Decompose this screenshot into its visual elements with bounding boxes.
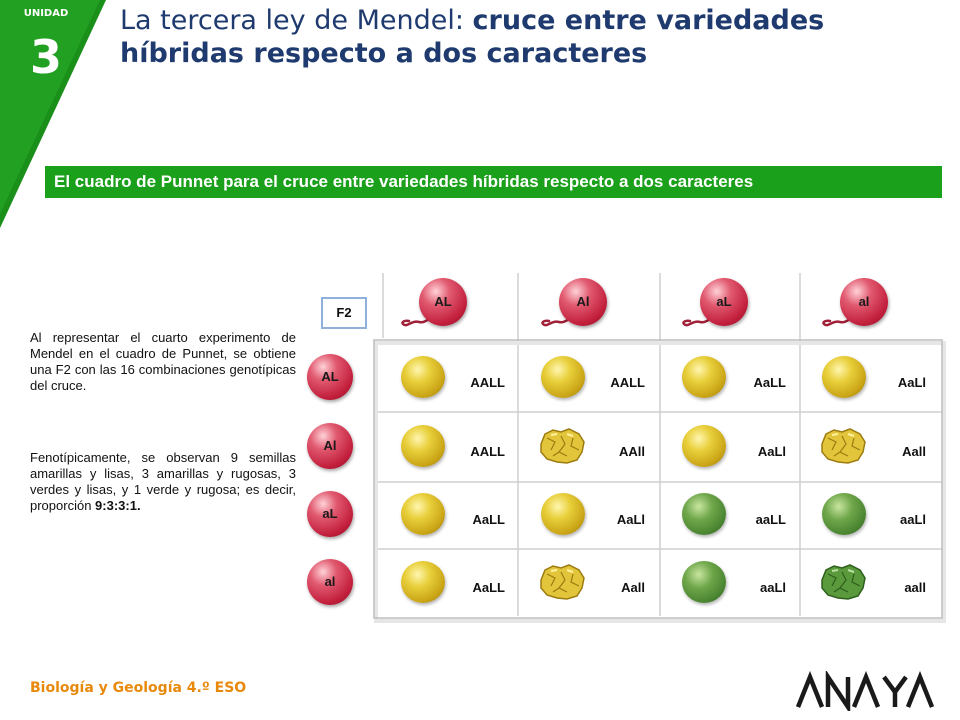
- genotype-label: AaLl: [616, 512, 645, 527]
- yellow-smooth-seed-icon: [401, 356, 445, 398]
- green-smooth-seed-icon: [822, 493, 866, 535]
- genotype-label: AALL: [610, 375, 645, 390]
- genotype-label: AAll: [619, 444, 645, 459]
- yellow-smooth-seed-icon: [401, 561, 445, 603]
- genotype-label: aaLl: [759, 580, 786, 595]
- yellow-wrinkled-seed-icon: [537, 562, 587, 602]
- paragraph-phenotypes-text: Fenotípicamente, se observan 9 se­millas…: [30, 450, 296, 513]
- top-gamete-2: aL: [700, 278, 748, 326]
- genotype-label: Aall: [902, 444, 926, 459]
- green-smooth-seed-icon: [682, 493, 726, 535]
- top-gamete-0: AL: [419, 278, 467, 326]
- genotype-label: aall: [904, 580, 926, 595]
- anaya-logo: [796, 671, 934, 711]
- genotype-label: AaLL: [753, 375, 787, 390]
- left-gamete-2: aL: [307, 491, 353, 537]
- unit-ribbon: [0, 0, 112, 236]
- top-gamete-3: al: [840, 278, 888, 326]
- green-smooth-seed-icon: [682, 561, 726, 603]
- top-gamete-2-label: aL: [716, 294, 732, 309]
- genotype-label: AALL: [470, 375, 505, 390]
- genotype-label: aaLL: [755, 512, 786, 527]
- top-gamete-0-label: AL: [434, 294, 452, 309]
- yellow-smooth-seed-icon: [682, 425, 726, 467]
- green-wrinkled-seed-icon: [818, 562, 868, 602]
- subject-footer: Biología y Geología 4.º ESO: [30, 680, 247, 696]
- title-part2: cruce entre variedades: [472, 5, 825, 36]
- yellow-smooth-seed-icon: [401, 493, 445, 535]
- top-gamete-1-label: Al: [576, 294, 590, 309]
- unit-number: 3: [29, 30, 62, 84]
- left-gamete-0-label: AL: [321, 369, 339, 384]
- yellow-smooth-seed-icon: [682, 356, 726, 398]
- unit-label: UNIDAD: [23, 8, 69, 19]
- paragraph-phenotypes: Fenotípicamente, se observan 9 se­millas…: [30, 450, 296, 514]
- page-title: La tercera ley de Mendel: cruce entre va…: [120, 4, 940, 70]
- left-gamete-0: AL: [307, 354, 353, 400]
- genotype-label: AaLL: [472, 580, 506, 595]
- left-gamete-1: Al: [307, 423, 353, 469]
- yellow-smooth-seed-icon: [541, 493, 585, 535]
- genotype-label: AaLL: [472, 512, 506, 527]
- genotype-label: aaLl: [899, 512, 926, 527]
- title-part1: La tercera ley de Mendel:: [120, 5, 473, 36]
- yellow-wrinkled-seed-icon: [818, 426, 868, 466]
- top-gamete-3-label: al: [858, 294, 870, 309]
- left-gamete-3: al: [307, 559, 353, 605]
- paragraph-genotypes: Al representar el cuarto experimento de …: [30, 330, 296, 393]
- genotype-label: AaLl: [757, 444, 786, 459]
- left-gamete-2-label: aL: [322, 506, 338, 521]
- title-line2: híbridas respecto a dos caracteres: [120, 38, 648, 69]
- yellow-smooth-seed-icon: [401, 425, 445, 467]
- yellow-smooth-seed-icon: [822, 356, 866, 398]
- genotype-label: AALL: [470, 444, 505, 459]
- genotype-label: AaLl: [897, 375, 926, 390]
- f2-label: F2: [321, 297, 367, 329]
- left-gamete-1-label: Al: [323, 438, 337, 453]
- yellow-smooth-seed-icon: [541, 356, 585, 398]
- genotype-label: Aall: [621, 580, 645, 595]
- section-banner: El cuadro de Punnet para el cruce entre …: [45, 166, 942, 198]
- left-gamete-3-label: al: [324, 574, 336, 589]
- yellow-wrinkled-seed-icon: [537, 426, 587, 466]
- top-gamete-1: Al: [559, 278, 607, 326]
- ratio-value: 9:3:3:1.: [95, 498, 141, 513]
